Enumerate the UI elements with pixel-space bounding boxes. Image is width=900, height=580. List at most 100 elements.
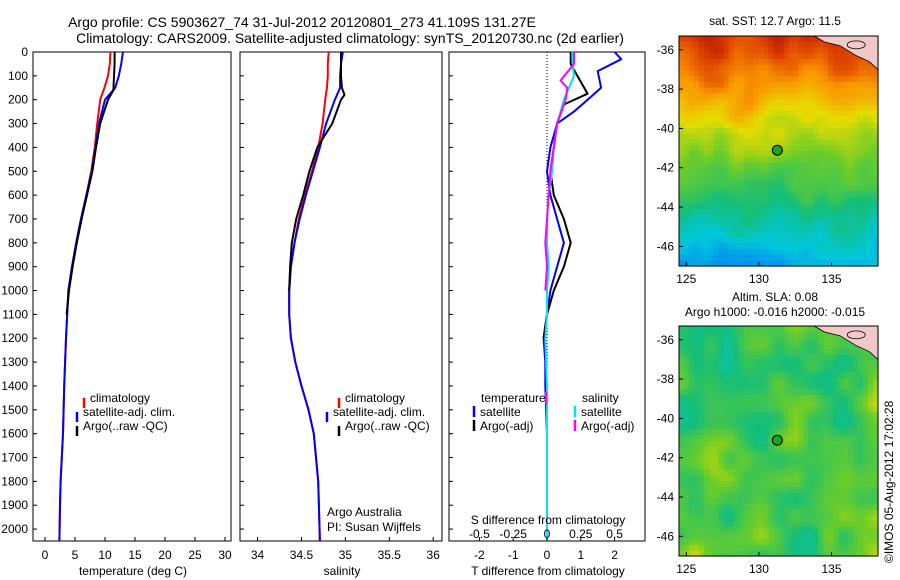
sla-cell [768, 441, 775, 448]
sst-cell [698, 202, 705, 210]
sla-cell [813, 349, 819, 356]
sst-cell [778, 208, 785, 215]
sst-cell [803, 133, 809, 141]
sla-cell [848, 446, 854, 454]
sst-cell [728, 105, 735, 112]
sla-cell [723, 487, 730, 494]
sla-cell [713, 435, 720, 442]
sst-cell [768, 237, 775, 244]
sla-cell [728, 469, 735, 477]
sst-cell [848, 82, 854, 89]
sst-cell [798, 260, 804, 267]
sst-cell [733, 133, 740, 141]
sla-cell [743, 452, 750, 459]
sst-cell [858, 64, 864, 72]
sst-cell [723, 41, 730, 49]
sst-cell [863, 260, 869, 267]
sst-cell [808, 237, 814, 244]
sla-cell [743, 360, 750, 367]
sla-cell [838, 435, 844, 442]
sst-cell [768, 145, 775, 152]
sst-cell [868, 208, 874, 215]
sla-cell [823, 510, 829, 517]
sst-cell [753, 225, 760, 233]
sst-cell [798, 174, 804, 181]
sla-cell [778, 504, 785, 511]
sst-cell [693, 248, 700, 256]
sla-cell [863, 360, 869, 367]
difference-axis-ticks: -2 -1 0 1 2-0.5 -0.25 0 0.25 0.5 [449, 51, 623, 562]
sst-cell [698, 76, 705, 83]
sla-cell [828, 366, 834, 373]
sla-cell [708, 550, 715, 557]
sst-cell [773, 220, 780, 227]
sla-cell [703, 423, 710, 431]
sst-cell [793, 93, 799, 100]
sla-cell [798, 446, 804, 454]
sla-cell [693, 527, 700, 534]
sst-cell [863, 174, 869, 181]
sst-cell [753, 208, 760, 215]
sst-cell [748, 82, 755, 89]
depth-tick-label-1300: 1300 [1, 355, 28, 369]
sst-cell [848, 214, 854, 221]
sst-cell [808, 116, 814, 123]
salinity-panel: 34 34.5 35 35.5 36 salinity climatology sate… [239, 51, 443, 578]
sst-cell [793, 110, 799, 118]
sst-cell [873, 99, 879, 106]
sst-cell [853, 243, 859, 250]
sla-cell [748, 360, 755, 367]
sla-cell [813, 504, 819, 511]
sst-cell [713, 59, 720, 66]
sst-cell [688, 220, 695, 227]
sla-cell [768, 527, 775, 534]
sst-cell [698, 139, 705, 146]
sst-cell [728, 139, 735, 146]
sla-cell [818, 464, 824, 471]
sla-cell [748, 377, 755, 385]
sst-xtick-label-125: 125 [676, 272, 696, 286]
sst-cell [808, 41, 814, 49]
sla-cell [758, 331, 765, 339]
sla-cell [773, 412, 780, 419]
sla-cell [843, 458, 849, 465]
sst-cell [813, 191, 819, 198]
temperature-panel: 0 5 10 15 20 25 300100200300400500600700800900… [1, 45, 232, 578]
sla-cell [683, 533, 690, 540]
sla-cell [698, 366, 705, 373]
sla-cell [818, 544, 824, 551]
sla-cell [803, 510, 809, 517]
sst-cell [688, 116, 695, 123]
sla-cell [848, 406, 854, 413]
sst-cell [853, 133, 859, 141]
sla-cell [758, 389, 765, 396]
sla-cell [763, 492, 770, 500]
sst-cell [783, 174, 790, 181]
sla-cell [808, 383, 814, 390]
temperature-series-argo-raw-qc [65, 52, 116, 315]
sla-cell [788, 475, 795, 482]
sla-cell [848, 354, 854, 362]
sla-cell [863, 383, 869, 390]
sla-cell [838, 337, 844, 344]
sla-cell [838, 372, 844, 379]
sst-cell [808, 151, 814, 158]
sst-cell [798, 110, 804, 118]
sst-cell [683, 41, 690, 49]
sst-cell [748, 220, 755, 227]
sst-cell [758, 47, 765, 54]
sla-xtick-label-130: 130 [749, 562, 769, 576]
sst-cell [788, 76, 795, 83]
sla-argo-marker [771, 434, 783, 446]
sst-cell [848, 151, 854, 158]
sla-cell [863, 418, 869, 425]
sla-cell [798, 360, 804, 367]
sla-cell [698, 383, 705, 390]
sst-cell [833, 64, 839, 72]
sla-cell [868, 550, 874, 557]
sla-cell [738, 429, 745, 436]
sla-cell [838, 429, 844, 436]
sst-cell [679, 156, 685, 164]
sst-cell [793, 133, 799, 141]
sla-cell [738, 360, 745, 367]
